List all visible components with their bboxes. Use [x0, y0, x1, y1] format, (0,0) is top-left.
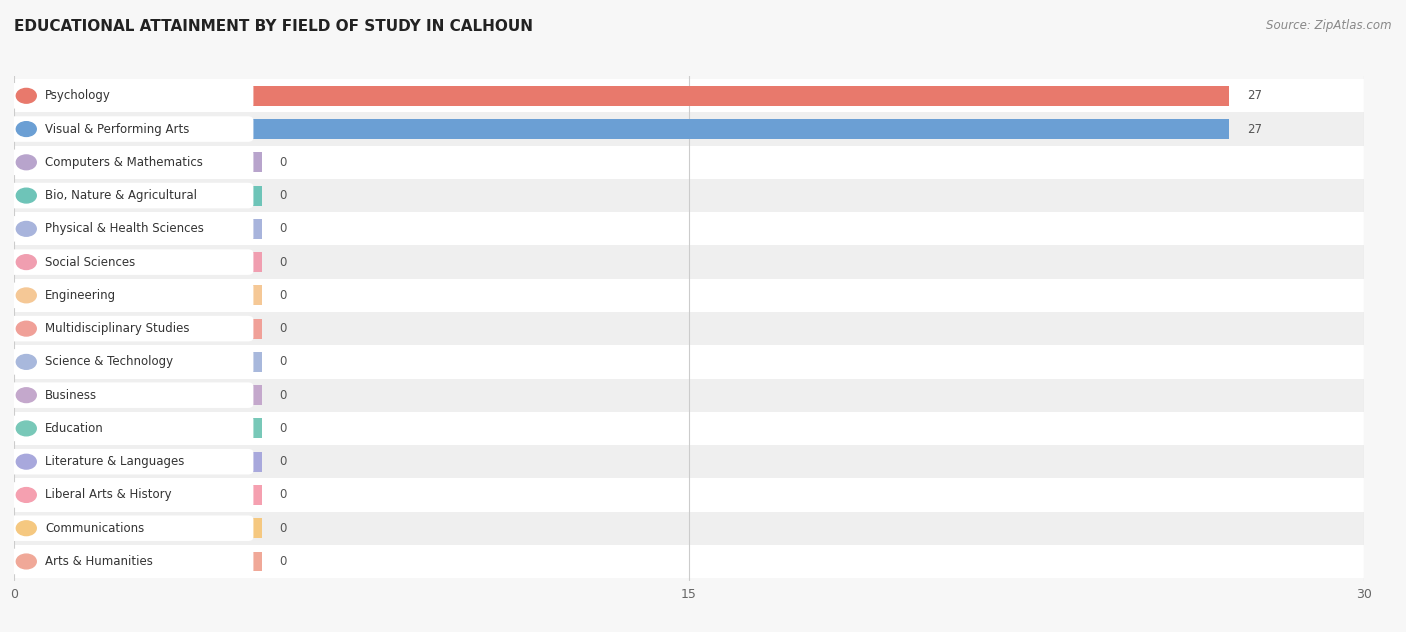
Bar	[14, 119, 1229, 139]
Text: Bio, Nature & Agricultural: Bio, Nature & Agricultural	[45, 189, 197, 202]
FancyBboxPatch shape	[8, 549, 253, 574]
Text: Source: ZipAtlas.com: Source: ZipAtlas.com	[1267, 19, 1392, 32]
Text: 0: 0	[280, 255, 287, 269]
Bar	[14, 352, 262, 372]
Text: 27: 27	[1247, 123, 1261, 135]
Circle shape	[17, 487, 37, 502]
Circle shape	[17, 155, 37, 170]
FancyBboxPatch shape	[8, 183, 253, 209]
Text: 0: 0	[280, 156, 287, 169]
Bar	[14, 179, 1364, 212]
Bar	[14, 319, 262, 339]
Circle shape	[17, 122, 37, 137]
Text: Social Sciences: Social Sciences	[45, 255, 135, 269]
FancyBboxPatch shape	[8, 116, 253, 142]
Text: 0: 0	[280, 522, 287, 535]
Circle shape	[17, 421, 37, 436]
Text: 0: 0	[280, 422, 287, 435]
Circle shape	[17, 288, 37, 303]
Text: Visual & Performing Arts: Visual & Performing Arts	[45, 123, 190, 135]
Text: Science & Technology: Science & Technology	[45, 355, 173, 368]
FancyBboxPatch shape	[8, 349, 253, 375]
Text: Education: Education	[45, 422, 104, 435]
Bar	[14, 379, 1364, 412]
Text: 0: 0	[280, 289, 287, 302]
Bar	[14, 552, 262, 571]
Bar	[14, 345, 1364, 379]
FancyBboxPatch shape	[8, 150, 253, 175]
Bar	[14, 86, 1229, 106]
Text: Engineering: Engineering	[45, 289, 117, 302]
FancyBboxPatch shape	[8, 449, 253, 475]
Bar	[14, 212, 1364, 245]
Bar	[14, 478, 1364, 511]
Bar	[14, 518, 262, 538]
Bar	[14, 385, 262, 405]
Bar	[14, 152, 262, 173]
Circle shape	[17, 255, 37, 269]
Bar	[14, 279, 1364, 312]
Circle shape	[17, 88, 37, 103]
FancyBboxPatch shape	[8, 516, 253, 541]
Text: Communications: Communications	[45, 522, 145, 535]
Bar	[14, 146, 1364, 179]
Text: 0: 0	[280, 389, 287, 402]
FancyBboxPatch shape	[8, 250, 253, 275]
Bar	[14, 545, 1364, 578]
Bar	[14, 186, 262, 205]
Bar	[14, 112, 1364, 146]
FancyBboxPatch shape	[8, 482, 253, 507]
Text: Literature & Languages: Literature & Languages	[45, 455, 184, 468]
FancyBboxPatch shape	[8, 382, 253, 408]
Text: 0: 0	[280, 455, 287, 468]
Text: Psychology: Psychology	[45, 89, 111, 102]
Bar	[14, 445, 1364, 478]
Text: 0: 0	[280, 222, 287, 235]
Circle shape	[17, 554, 37, 569]
FancyBboxPatch shape	[8, 283, 253, 308]
Text: Arts & Humanities: Arts & Humanities	[45, 555, 153, 568]
Text: Business: Business	[45, 389, 97, 402]
Bar	[14, 79, 1364, 112]
Bar	[14, 511, 1364, 545]
FancyBboxPatch shape	[8, 316, 253, 341]
Bar	[14, 418, 262, 439]
Text: 0: 0	[280, 355, 287, 368]
FancyBboxPatch shape	[8, 83, 253, 109]
Text: Computers & Mathematics: Computers & Mathematics	[45, 156, 202, 169]
Text: 27: 27	[1247, 89, 1261, 102]
Bar	[14, 286, 262, 305]
Circle shape	[17, 321, 37, 336]
Bar	[14, 485, 262, 505]
Circle shape	[17, 188, 37, 203]
Text: 0: 0	[280, 189, 287, 202]
Bar	[14, 252, 262, 272]
Circle shape	[17, 454, 37, 469]
Circle shape	[17, 221, 37, 236]
Text: Liberal Arts & History: Liberal Arts & History	[45, 489, 172, 501]
Bar	[14, 312, 1364, 345]
Text: EDUCATIONAL ATTAINMENT BY FIELD OF STUDY IN CALHOUN: EDUCATIONAL ATTAINMENT BY FIELD OF STUDY…	[14, 19, 533, 34]
Bar	[14, 219, 262, 239]
Text: Multidisciplinary Studies: Multidisciplinary Studies	[45, 322, 190, 335]
FancyBboxPatch shape	[8, 216, 253, 241]
Circle shape	[17, 521, 37, 535]
Text: 0: 0	[280, 322, 287, 335]
Bar	[14, 412, 1364, 445]
Bar	[14, 452, 262, 471]
Text: 0: 0	[280, 489, 287, 501]
Text: 0: 0	[280, 555, 287, 568]
Bar	[14, 245, 1364, 279]
FancyBboxPatch shape	[8, 416, 253, 441]
Text: Physical & Health Sciences: Physical & Health Sciences	[45, 222, 204, 235]
Circle shape	[17, 388, 37, 403]
Circle shape	[17, 355, 37, 369]
